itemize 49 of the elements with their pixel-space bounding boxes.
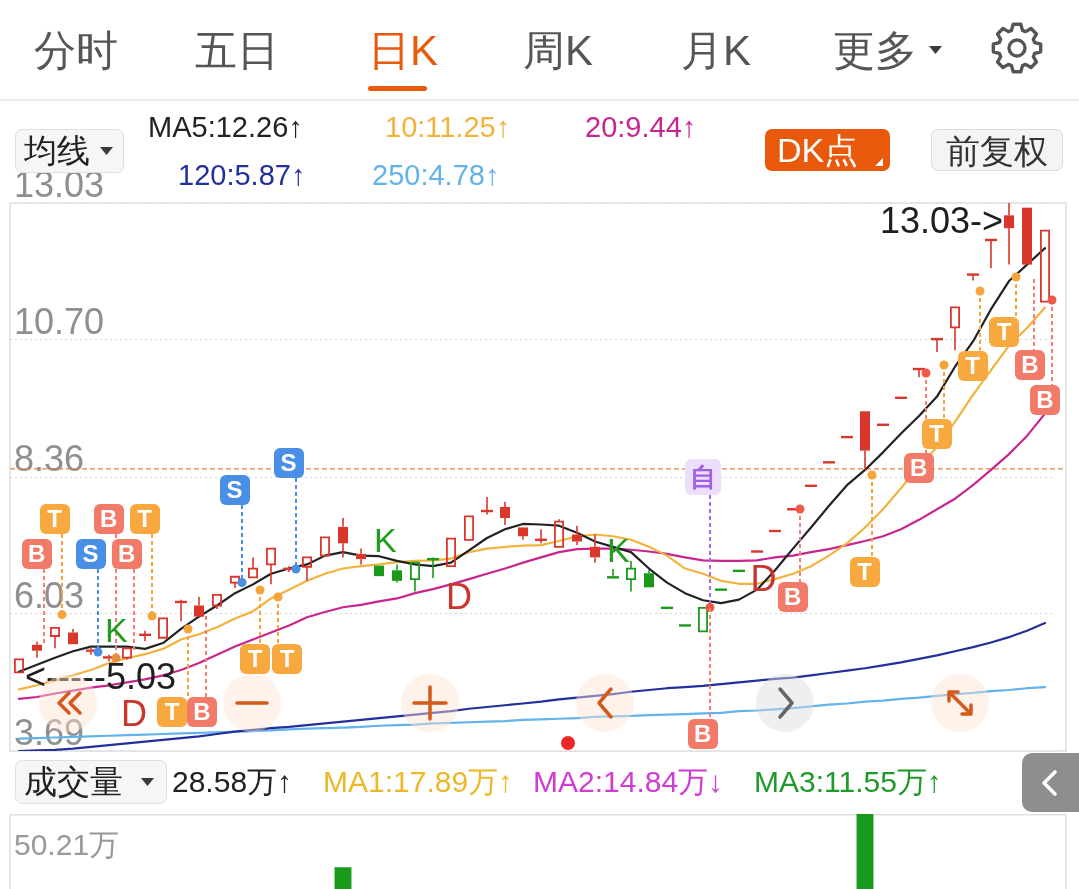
badge: 自	[684, 459, 721, 495]
annotation: 13.03->	[879, 199, 1003, 243]
dropdown: 均线	[15, 129, 124, 173]
text: 月K	[681, 25, 752, 76]
badge: B	[21, 539, 52, 569]
badge: S	[219, 475, 250, 505]
badge: S	[75, 539, 106, 569]
badge: T	[957, 351, 988, 381]
badge: T	[157, 697, 187, 727]
annotation: K	[105, 609, 128, 651]
badge: B	[111, 539, 142, 569]
badge: T	[39, 504, 70, 534]
badge: B	[903, 453, 934, 483]
badge: T	[240, 644, 270, 674]
text: 更多	[833, 25, 917, 76]
text: 28.58万↑	[172, 764, 293, 800]
y-tick-label: 10.70	[14, 300, 105, 342]
annotation: 50.21万	[14, 827, 120, 863]
badge: B	[187, 697, 217, 727]
annotation: D	[446, 575, 472, 619]
badge: T	[129, 504, 160, 534]
badge: B	[687, 719, 718, 749]
y-tick-label: 6.03	[14, 574, 85, 616]
annotation: K	[374, 519, 397, 561]
badge: T	[849, 557, 880, 587]
badge: T	[989, 317, 1019, 347]
badge: T	[272, 644, 302, 674]
text: 120:5.87↑	[178, 157, 306, 193]
button: 前复权	[931, 129, 1063, 171]
text: 分时	[34, 25, 118, 76]
badge: B	[1030, 385, 1060, 415]
badge: S	[273, 448, 304, 478]
button: DK点	[765, 129, 890, 171]
text: MA5:12.26↑	[148, 109, 303, 145]
text: 10:11.25↑	[385, 109, 511, 145]
annotation: D	[121, 692, 147, 736]
badge: B	[1015, 350, 1045, 380]
badge: B	[93, 504, 124, 534]
text: 五日	[195, 25, 279, 76]
text: 日K	[368, 25, 439, 76]
badge: T	[921, 419, 952, 449]
badge: B	[777, 582, 808, 612]
text: 20:9.44↑	[585, 109, 697, 145]
text: 250:4.78↑	[372, 157, 500, 193]
text: MA3:11.55万↑	[754, 764, 942, 800]
text: MA2:14.84万↓	[533, 764, 724, 800]
dropdown: 成交量	[15, 760, 167, 804]
text: 周K	[523, 25, 594, 76]
text: MA1:17.89万↑	[323, 764, 514, 800]
